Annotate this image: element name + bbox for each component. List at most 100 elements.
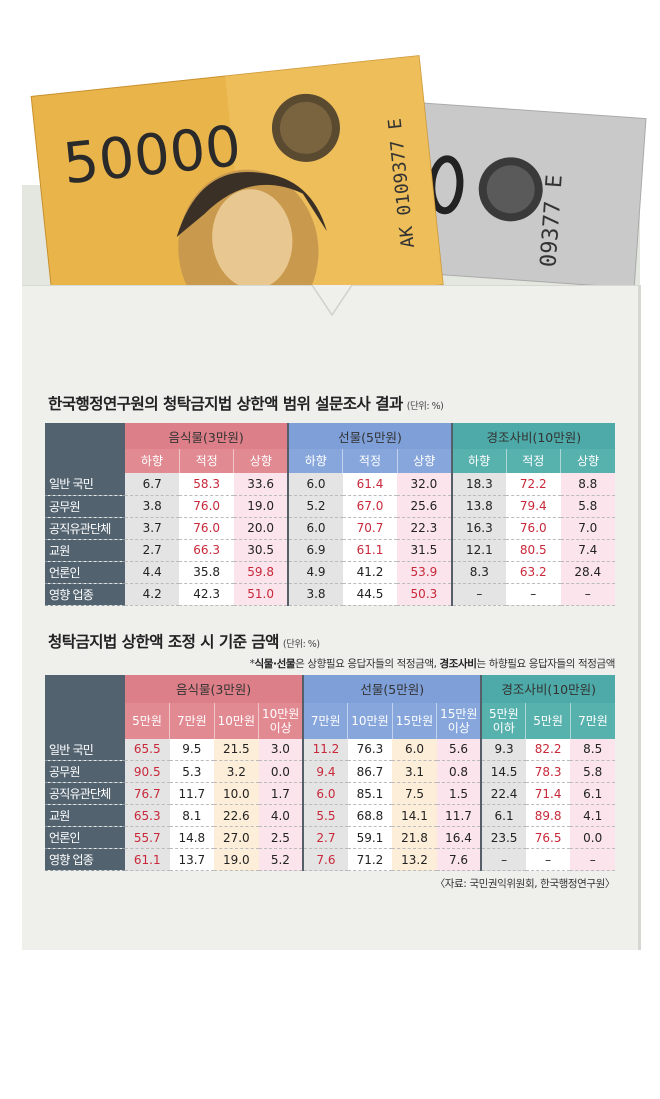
data-cell: 2.5 <box>258 826 304 849</box>
data-cell: 16.4 <box>436 826 482 849</box>
data-cell: 8.5 <box>570 738 615 761</box>
data-cell: 8.8 <box>560 473 615 496</box>
data-cell: 61.1 <box>125 848 170 871</box>
table-row: 공직유관단체 3.7 76.0 20.0 6.0 70.7 22.3 16.3 76.0 7.0 <box>45 517 615 540</box>
data-cell: – <box>450 583 507 606</box>
data-cell: 7.6 <box>302 848 348 871</box>
data-cell: 7.0 <box>560 517 615 540</box>
data-cell: 0.8 <box>436 760 482 783</box>
row-label: 교원 <box>45 804 125 827</box>
table-row: 교원 2.7 66.3 30.5 6.9 61.1 31.5 12.1 80.5 7.4 <box>45 539 615 562</box>
data-cell: 1.5 <box>436 782 482 805</box>
data-cell: – <box>560 583 615 606</box>
data-cell: 67.0 <box>342 495 398 518</box>
row-label: 일반 국민 <box>45 473 125 496</box>
data-cell: 76.3 <box>347 738 393 761</box>
data-cell: – <box>480 848 526 871</box>
data-cell: 32.0 <box>397 473 452 496</box>
row-label: 언론인 <box>45 826 125 849</box>
data-cell: 12.1 <box>450 539 507 562</box>
row-label: 공무원 <box>45 495 125 518</box>
data-cell: 25.6 <box>397 495 452 518</box>
column-header: 적정 <box>178 449 234 473</box>
data-cell: 8.3 <box>450 561 507 584</box>
column-header: 5만원 <box>125 702 170 739</box>
data-cell: 4.2 <box>125 583 180 606</box>
column-header: 10만원 <box>347 702 393 739</box>
column-header: 7만원 <box>569 702 615 739</box>
data-cell: 65.3 <box>125 804 170 827</box>
data-cell: 14.1 <box>392 804 437 827</box>
column-header: 상향 <box>233 449 289 473</box>
data-cell: 59.8 <box>233 561 289 584</box>
data-cell: 6.9 <box>287 539 343 562</box>
data-cell: 1.7 <box>258 782 304 805</box>
spacer <box>45 606 615 632</box>
data-cell: 58.3 <box>179 473 234 496</box>
row-label: 공직유관단체 <box>45 782 125 805</box>
data-cell: 6.1 <box>480 804 526 827</box>
table1-title-text: 한국행정연구원의 청탁금지법 상한액 범위 설문조사 결과 <box>48 395 403 413</box>
table1-unit: (단위: %) <box>406 401 444 412</box>
data-cell: 76.0 <box>506 517 561 540</box>
data-cell: 31.5 <box>397 539 452 562</box>
data-cell: 13.2 <box>392 848 437 871</box>
data-cell: 22.3 <box>397 517 452 540</box>
data-cell: 90.5 <box>125 760 170 783</box>
table2-unit: (단위: %) <box>282 638 320 650</box>
data-cell: – <box>525 848 571 871</box>
column-header: 10만원 <box>213 702 259 739</box>
group-header: 선물(5만원) <box>287 423 452 449</box>
data-cell: 61.1 <box>342 539 398 562</box>
data-cell: 55.7 <box>125 826 170 849</box>
data-cell: 28.4 <box>560 561 615 584</box>
data-cell: 6.7 <box>125 473 180 496</box>
data-cell: 65.5 <box>125 738 170 761</box>
data-cell: 27.0 <box>214 826 259 849</box>
data-cell: 5.8 <box>560 495 615 518</box>
note-bold-condolence: 경조사비 <box>439 657 477 670</box>
data-cell: 76.7 <box>125 782 170 805</box>
data-cell: 18.3 <box>450 473 507 496</box>
data-cell: 89.8 <box>525 804 571 827</box>
column-header: 하향 <box>125 449 180 473</box>
data-cell: 21.5 <box>214 738 259 761</box>
table2-title: 청탁금지법 상한액 조정 시 기준 금액 (단위: %) <box>48 632 615 655</box>
data-cell: 2.7 <box>125 539 180 562</box>
note-end: 는 하향필요 응답자들의 적정금액 <box>476 657 616 670</box>
data-cell: 86.7 <box>347 760 393 783</box>
data-cell: 16.3 <box>450 517 507 540</box>
table-row: 언론인 4.4 35.8 59.8 4.9 41.2 53.9 8.3 63.2 28.4 <box>45 561 615 584</box>
data-cell: 5.2 <box>287 495 343 518</box>
column-header: 적정 <box>505 449 561 473</box>
data-cell: 82.2 <box>525 738 571 761</box>
data-cell: 0.0 <box>570 826 615 849</box>
data-cell: 3.8 <box>287 583 343 606</box>
group-header: 음식물(3만원) <box>125 423 289 449</box>
group-header: 선물(5만원) <box>302 674 482 703</box>
content-column: 한국행정연구원의 청탁금지법 상한액 범위 설문조사 결과 (단위: %) 음식물… <box>45 394 615 891</box>
column-header: 5만원 <box>525 702 571 739</box>
data-cell: 85.1 <box>347 782 393 805</box>
data-cell: 76.5 <box>525 826 571 849</box>
table-row: 공직유관단체 76.7 11.7 10.0 1.7 6.0 85.1 7.5 1.5 22.4 71… <box>45 782 615 805</box>
data-cell: 14.8 <box>169 826 215 849</box>
table-row: 영향 업종 61.1 13.7 19.0 5.2 7.6 71.2 13.2 7.6– – – <box>45 848 615 871</box>
data-cell: 59.1 <box>347 826 393 849</box>
data-cell: 3.8 <box>125 495 180 518</box>
data-cell: 10.0 <box>214 782 259 805</box>
data-cell: 14.5 <box>480 760 526 783</box>
note-mid: 은 상향필요 응답자들의 적정금액, <box>295 657 440 670</box>
group-header: 음식물(3만원) <box>125 674 304 703</box>
column-header: 7만원 <box>169 702 215 739</box>
data-cell: 22.4 <box>480 782 526 805</box>
data-cell: 33.6 <box>233 473 289 496</box>
data-cell: 51.0 <box>233 583 289 606</box>
data-cell: 19.0 <box>233 495 289 518</box>
table1-title: 한국행정연구원의 청탁금지법 상한액 범위 설문조사 결과 (단위: %) <box>48 394 615 417</box>
data-cell: 72.2 <box>506 473 561 496</box>
column-header: 하향 <box>450 449 507 473</box>
banknotes-illustration: 09377 E 50000 AK 0109377 E <box>30 55 647 320</box>
data-cell: 4.9 <box>287 561 343 584</box>
data-cell: 4.4 <box>125 561 180 584</box>
